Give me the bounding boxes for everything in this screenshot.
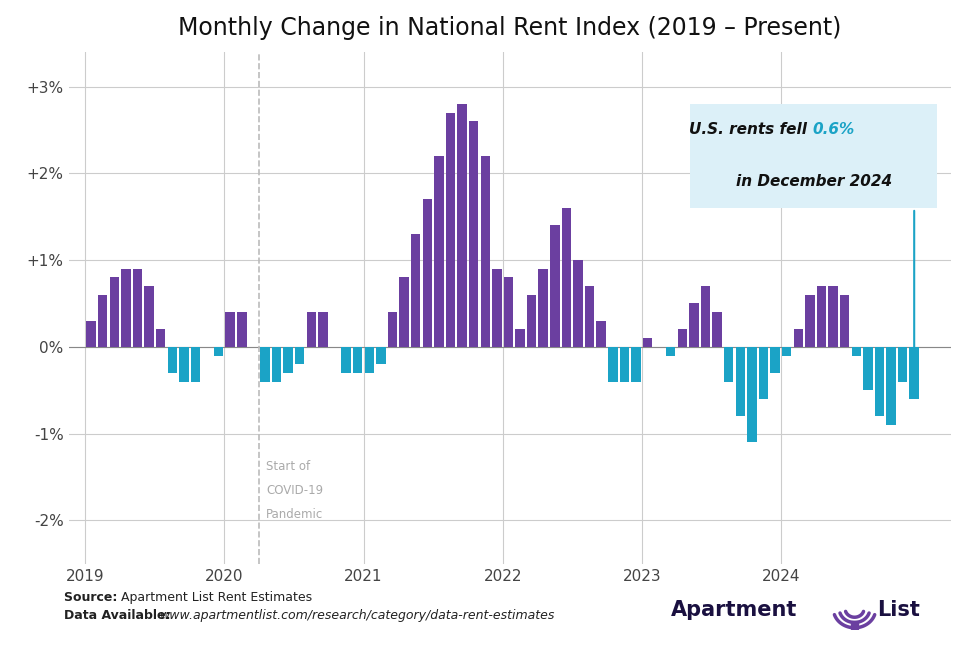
Bar [852, 347, 861, 356]
Text: Source:: Source: [64, 592, 122, 605]
Bar [816, 286, 826, 347]
Bar [619, 347, 629, 382]
Bar [261, 347, 270, 382]
Bar [736, 347, 745, 416]
Bar [110, 277, 119, 347]
Bar [806, 295, 814, 347]
Bar [875, 347, 884, 416]
Bar [411, 234, 420, 347]
Bar [132, 269, 142, 347]
Bar [156, 329, 166, 347]
Bar [295, 347, 305, 364]
Bar [376, 347, 386, 364]
Bar [388, 312, 397, 347]
Text: Pandemic: Pandemic [267, 508, 323, 521]
Bar [492, 269, 502, 347]
Bar [434, 156, 444, 347]
Bar [341, 347, 351, 373]
Bar [747, 347, 757, 443]
Text: COVID-19: COVID-19 [267, 484, 323, 497]
Bar [365, 347, 374, 373]
Bar [458, 104, 466, 347]
Text: www.apartmentlist.com/research/category/data-rent-estimates: www.apartmentlist.com/research/category/… [160, 609, 555, 622]
Text: Apartment: Apartment [671, 601, 798, 620]
Bar [562, 208, 571, 347]
Bar [168, 347, 177, 373]
Bar [712, 312, 722, 347]
Bar [909, 347, 919, 399]
Bar [794, 329, 803, 347]
Bar [631, 347, 641, 382]
Bar [225, 312, 235, 347]
Bar [677, 329, 687, 347]
Text: Start of: Start of [267, 459, 311, 472]
Bar [214, 347, 223, 356]
Text: U.S. rents fell: U.S. rents fell [689, 122, 812, 137]
Bar [886, 347, 896, 425]
Bar [840, 295, 850, 347]
Text: Apartment List Rent Estimates: Apartment List Rent Estimates [121, 592, 312, 605]
Bar [666, 347, 675, 356]
Bar [318, 312, 327, 347]
Bar [307, 312, 317, 347]
Bar [550, 226, 560, 347]
Bar [851, 621, 858, 629]
Bar [828, 286, 838, 347]
Bar [724, 347, 733, 382]
Bar [770, 347, 780, 373]
Bar [400, 277, 409, 347]
Text: in December 2024: in December 2024 [736, 174, 892, 189]
Bar [643, 338, 653, 347]
Bar [504, 277, 514, 347]
Bar [782, 347, 792, 356]
Title: Monthly Change in National Rent Index (2019 – Present): Monthly Change in National Rent Index (2… [178, 16, 841, 40]
Bar [98, 295, 108, 347]
Bar [86, 321, 96, 347]
Bar [191, 347, 200, 382]
Bar [608, 347, 617, 382]
Bar [271, 347, 281, 382]
Bar [353, 347, 363, 373]
Bar [538, 269, 548, 347]
Bar [480, 156, 490, 347]
Bar [237, 312, 247, 347]
Bar [422, 200, 432, 347]
Bar [585, 286, 594, 347]
Bar [898, 347, 907, 382]
Bar [573, 260, 583, 347]
Bar [283, 347, 293, 373]
Text: 0.6%: 0.6% [812, 122, 855, 137]
Text: List: List [877, 601, 920, 620]
Bar [689, 303, 699, 347]
Bar [759, 347, 768, 399]
Bar [701, 286, 710, 347]
Text: Data Available:: Data Available: [64, 609, 174, 622]
Bar [469, 121, 478, 347]
Bar [179, 347, 188, 382]
Bar [122, 269, 130, 347]
Bar [597, 321, 606, 347]
Bar [527, 295, 536, 347]
Bar [863, 347, 872, 390]
Bar [144, 286, 154, 347]
Bar [446, 113, 455, 347]
FancyBboxPatch shape [691, 104, 937, 208]
Bar [515, 329, 524, 347]
